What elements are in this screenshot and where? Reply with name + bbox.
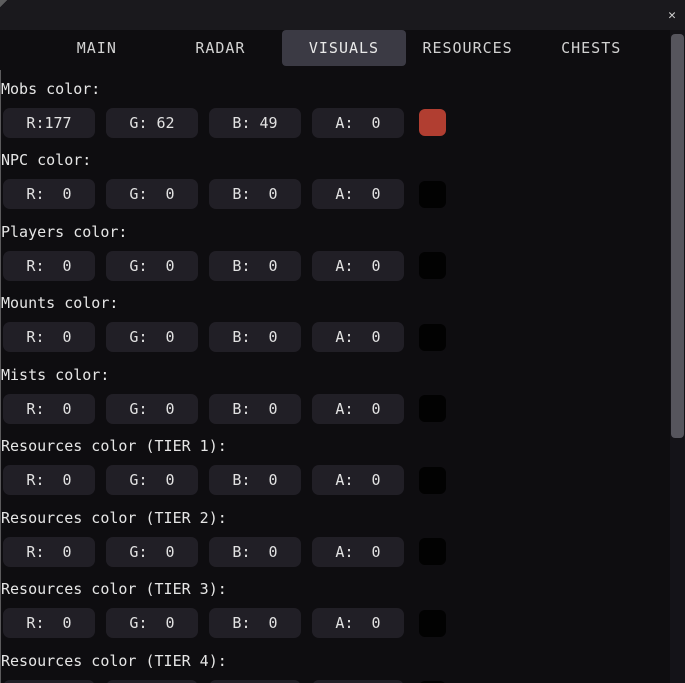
- color-section: Players color: R: 0 G: 0 B: 0 A: 0: [0, 209, 670, 281]
- r-input[interactable]: R: 0: [3, 393, 95, 424]
- tab-label: RADAR: [195, 39, 246, 57]
- g-input[interactable]: G: 0: [106, 679, 198, 683]
- color-section: Resources color (TIER 1): R: 0 G: 0 B: 0…: [0, 424, 670, 495]
- a-input[interactable]: A: 0: [312, 465, 404, 495]
- color-swatch[interactable]: [419, 681, 446, 683]
- color-section: Mounts color: R: 0 G: 0 B: 0 A: 0: [0, 281, 670, 352]
- a-input[interactable]: A: 0: [312, 107, 404, 138]
- b-input[interactable]: B: 0: [209, 179, 301, 209]
- g-input[interactable]: G: 0: [106, 393, 198, 424]
- b-input[interactable]: B: 49: [209, 107, 301, 138]
- color-section-label: Resources color (TIER 4):: [1, 651, 227, 670]
- r-input[interactable]: R: 0: [3, 322, 95, 352]
- color-input-row: R:177 G: 62 B: 49 A: 0: [3, 107, 670, 138]
- a-input[interactable]: A: 0: [312, 608, 404, 638]
- tab-bar: MAIN RADAR VISUALS RESOURCES CHESTS: [35, 30, 653, 66]
- color-input-row: R: 0 G: 0 B: 0 A: 0: [3, 608, 670, 638]
- color-section-label: Mists color:: [1, 365, 110, 384]
- g-input[interactable]: G: 0: [106, 608, 198, 638]
- a-input[interactable]: A: 0: [312, 679, 404, 683]
- tab-visuals[interactable]: VISUALS: [282, 30, 406, 66]
- b-input[interactable]: B: 0: [209, 679, 301, 683]
- r-input[interactable]: R: 0: [3, 250, 95, 281]
- color-section-label: Resources color (TIER 1):: [1, 437, 227, 455]
- b-input[interactable]: B: 0: [209, 393, 301, 424]
- g-input[interactable]: G: 0: [106, 322, 198, 352]
- tab-label: RESOURCES: [422, 39, 513, 57]
- g-input[interactable]: G: 0: [106, 536, 198, 567]
- color-section: Mobs color: R:177 G: 62 B: 49 A: 0: [0, 66, 670, 138]
- a-input[interactable]: A: 0: [312, 250, 404, 281]
- color-swatch[interactable]: [419, 252, 446, 279]
- color-swatch[interactable]: [419, 466, 446, 494]
- color-section: Resources color (TIER 3): R: 0 G: 0 B: 0…: [0, 567, 670, 638]
- a-input[interactable]: A: 0: [312, 322, 404, 352]
- g-input[interactable]: G: 62: [106, 107, 198, 138]
- color-input-row: R: 0 G: 0 B: 0 A: 0: [3, 465, 670, 495]
- tab-label: CHESTS: [561, 39, 622, 57]
- b-input[interactable]: B: 0: [209, 536, 301, 567]
- b-input[interactable]: B: 0: [209, 608, 301, 638]
- color-section-label: Resources color (TIER 2):: [1, 508, 227, 527]
- a-input[interactable]: A: 0: [312, 179, 404, 209]
- color-input-row: R: 0 G: 0 B: 0 A: 0: [3, 322, 670, 352]
- settings-list: Mobs color: R:177 G: 62 B: 49 A: 0 NPC c…: [0, 66, 670, 683]
- tab-label: MAIN: [76, 39, 117, 57]
- color-section: Resources color (TIER 2): R: 0 G: 0 B: 0…: [0, 495, 670, 567]
- window-left-border: [0, 70, 1, 683]
- a-input[interactable]: A: 0: [312, 393, 404, 424]
- color-swatch[interactable]: [419, 323, 446, 351]
- color-input-row: R: 0 G: 0 B: 0 A: 0: [3, 179, 670, 209]
- color-input-row: R: 0 G: 0 B: 0 A: 0: [3, 536, 670, 567]
- color-input-row: R: 0 G: 0 B: 0 A: 0: [3, 679, 670, 683]
- color-section-label: Players color:: [1, 222, 128, 241]
- color-swatch[interactable]: [419, 609, 446, 637]
- r-input[interactable]: R: 0: [3, 536, 95, 567]
- color-section-label: NPC color:: [1, 151, 92, 169]
- tab-chests[interactable]: CHESTS: [529, 30, 653, 66]
- r-input[interactable]: R: 0: [3, 679, 95, 683]
- color-input-row: R: 0 G: 0 B: 0 A: 0: [3, 393, 670, 424]
- color-swatch[interactable]: [419, 109, 446, 136]
- g-input[interactable]: G: 0: [106, 179, 198, 209]
- window-corner-mark: [0, 0, 10, 10]
- tab-label: VISUALS: [308, 39, 380, 57]
- r-input[interactable]: R:177: [3, 107, 95, 138]
- scrollbar-track[interactable]: [670, 30, 685, 683]
- b-input[interactable]: B: 0: [209, 465, 301, 495]
- a-input[interactable]: A: 0: [312, 536, 404, 567]
- color-section: NPC color: R: 0 G: 0 B: 0 A: 0: [0, 138, 670, 209]
- color-section-label: Mounts color:: [1, 294, 119, 312]
- g-input[interactable]: G: 0: [106, 465, 198, 495]
- tab-main[interactable]: MAIN: [35, 30, 159, 66]
- color-section: Resources color (TIER 4): R: 0 G: 0 B: 0…: [0, 638, 670, 683]
- close-icon[interactable]: ✕: [668, 7, 676, 23]
- color-input-row: R: 0 G: 0 B: 0 A: 0: [3, 250, 670, 281]
- color-swatch[interactable]: [419, 180, 446, 208]
- color-section-label: Resources color (TIER 3):: [1, 580, 227, 598]
- tab-radar[interactable]: RADAR: [159, 30, 283, 66]
- r-input[interactable]: R: 0: [3, 465, 95, 495]
- b-input[interactable]: B: 0: [209, 250, 301, 281]
- r-input[interactable]: R: 0: [3, 179, 95, 209]
- color-section-label: Mobs color:: [1, 79, 101, 98]
- color-swatch[interactable]: [419, 395, 446, 422]
- scrollbar-thumb[interactable]: [671, 34, 684, 438]
- color-swatch[interactable]: [419, 538, 446, 565]
- g-input[interactable]: G: 0: [106, 250, 198, 281]
- titlebar: ✕: [0, 0, 685, 30]
- r-input[interactable]: R: 0: [3, 608, 95, 638]
- tab-resources[interactable]: RESOURCES: [406, 30, 530, 66]
- color-section: Mists color: R: 0 G: 0 B: 0 A: 0: [0, 352, 670, 424]
- b-input[interactable]: B: 0: [209, 322, 301, 352]
